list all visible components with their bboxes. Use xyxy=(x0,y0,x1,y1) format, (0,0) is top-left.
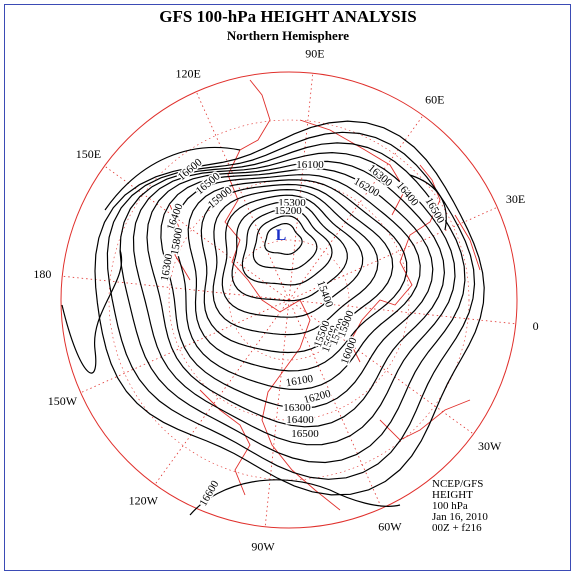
graticule xyxy=(62,73,516,527)
meridian xyxy=(288,299,474,435)
meridian xyxy=(288,299,383,509)
longitude-label: 90E xyxy=(305,46,324,60)
frame xyxy=(4,4,571,571)
contour-label: 15900 xyxy=(336,309,357,339)
longitude-label: 150W xyxy=(48,394,78,408)
longitude-label: 150E xyxy=(76,147,101,161)
contour-label: 16300 xyxy=(159,252,176,282)
low-marker: L xyxy=(276,227,287,244)
contour xyxy=(189,479,401,516)
meridian xyxy=(264,299,290,527)
contour xyxy=(61,249,123,374)
contour-label: 15400 xyxy=(314,279,335,309)
longitude-label: 60E xyxy=(425,92,444,106)
longitude-label: 180 xyxy=(33,267,51,281)
map-boundary xyxy=(60,71,518,529)
longitude-label: 120W xyxy=(129,494,159,508)
contour-rings xyxy=(94,120,485,496)
contour xyxy=(409,174,447,231)
meridian xyxy=(288,299,516,325)
contour-label: 15200 xyxy=(274,205,302,217)
title: GFS 100-hPa HEIGHT ANALYSIS xyxy=(159,7,416,26)
meridian xyxy=(154,299,290,485)
longitude-label: 30W xyxy=(478,439,502,453)
contour-label: 16500 xyxy=(291,428,319,440)
contours xyxy=(61,120,485,516)
parallel xyxy=(228,239,350,361)
meridian xyxy=(80,299,290,394)
contour-label: 16300 xyxy=(283,402,311,414)
contour-label: 16100 xyxy=(296,159,324,171)
longitude-label: 30E xyxy=(506,192,525,206)
contour xyxy=(104,146,241,211)
meridian xyxy=(195,91,290,301)
contour-label: 16000 xyxy=(339,336,360,366)
contour-label: 16100 xyxy=(285,373,315,390)
contour-label: 16600 xyxy=(176,156,205,183)
meridian xyxy=(62,275,290,301)
info-line: HEIGHT xyxy=(432,489,473,501)
meridian xyxy=(288,73,314,301)
subtitle: Northern Hemisphere xyxy=(227,28,349,43)
parallel xyxy=(168,179,410,421)
meridian xyxy=(288,115,424,301)
contour-label: 15300 xyxy=(278,197,306,209)
longitude-label: 0 xyxy=(533,319,539,333)
parallel xyxy=(108,119,470,481)
longitude-label: 120E xyxy=(175,66,200,80)
meridian xyxy=(288,206,498,301)
info-line: Jan 16, 2010 xyxy=(432,511,488,523)
longitude-label: 90W xyxy=(251,540,275,554)
info-line: 100 hPa xyxy=(432,500,468,512)
info-line: NCEP/GFS xyxy=(432,478,483,490)
info-block: NCEP/GFS HEIGHT 100 hPa Jan 16, 2010 00Z… xyxy=(432,478,488,534)
contour-label: 16400 xyxy=(286,414,314,426)
info-line: 00Z + f216 xyxy=(432,522,482,534)
longitude-label: 60W xyxy=(378,520,402,534)
